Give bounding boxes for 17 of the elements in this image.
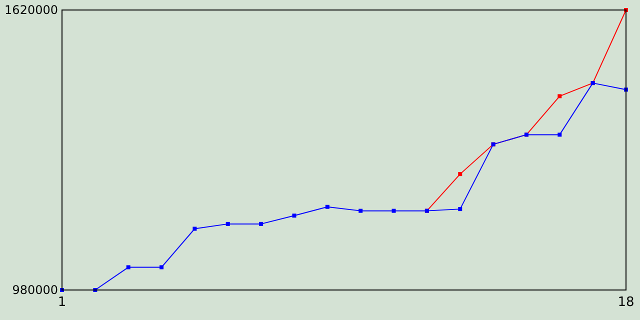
- point: [558, 132, 562, 137]
- y-tick-label: 1620000: [4, 3, 58, 17]
- point: [392, 208, 396, 213]
- y-tick-label: 980000: [12, 283, 58, 297]
- point: [259, 222, 264, 226]
- point: [160, 265, 164, 270]
- x-tick-label: 18: [618, 295, 634, 310]
- point: [292, 214, 296, 218]
- point: [325, 204, 330, 209]
- point: [558, 94, 562, 98]
- point: [458, 172, 462, 176]
- point: [126, 265, 130, 270]
- point: [192, 226, 197, 231]
- x-tick-label: 1: [58, 295, 66, 310]
- point: [358, 208, 363, 213]
- point: [226, 222, 230, 226]
- point: [458, 207, 462, 212]
